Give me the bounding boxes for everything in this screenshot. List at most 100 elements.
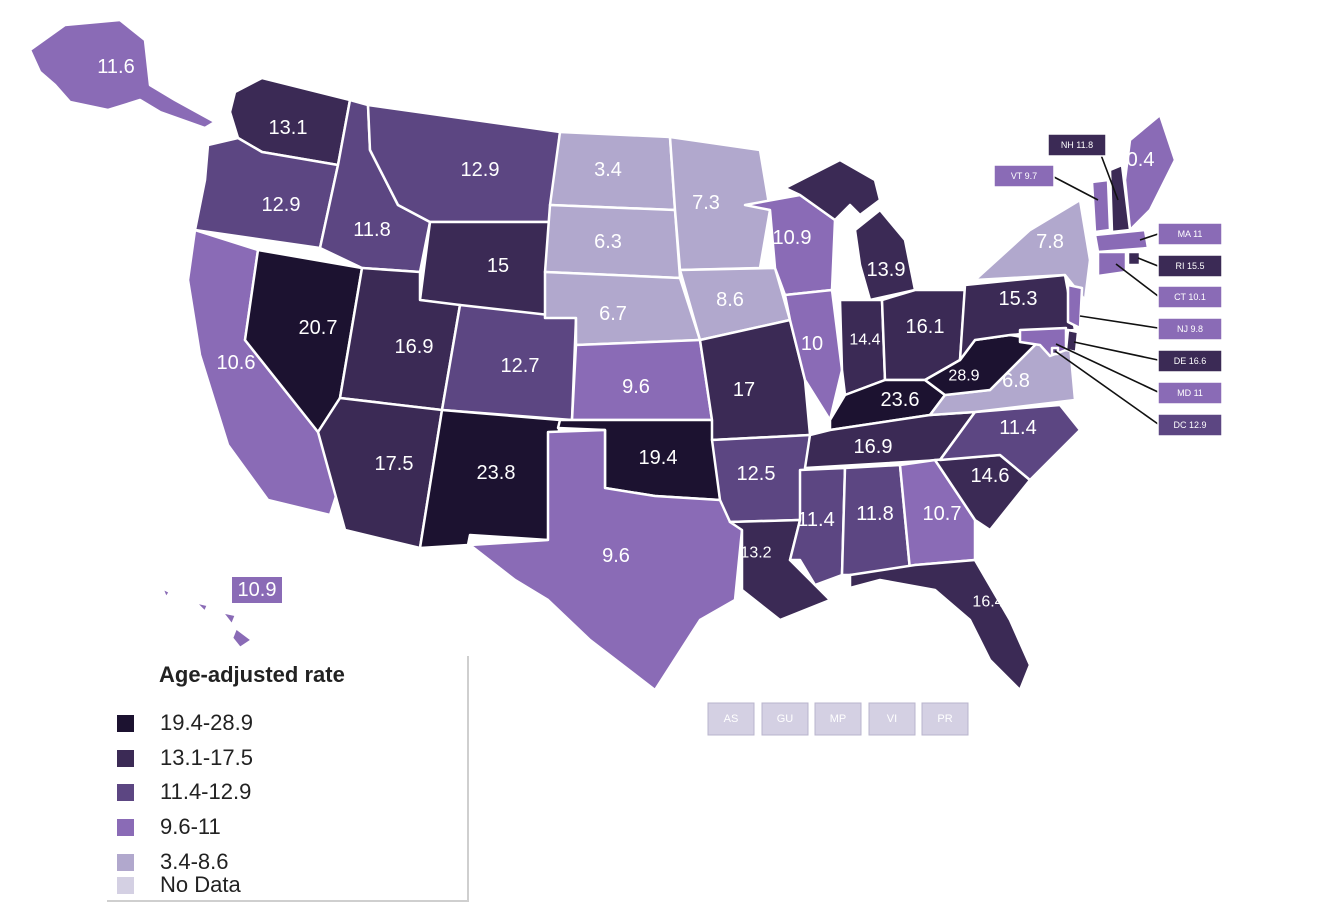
label-wa: 13.1 [269, 117, 308, 139]
label-ok: 19.4 [639, 447, 678, 469]
callout-ri-box [1157, 254, 1223, 278]
label-ks: 9.6 [622, 376, 650, 398]
callout-ct-box [1157, 285, 1223, 309]
label-ak: 11.6 [97, 56, 134, 78]
state-ny[interactable] [973, 198, 1092, 302]
legend-swatch-5 [117, 853, 134, 871]
callout-ri[interactable]: RI 15.5 [1157, 254, 1223, 278]
territory-mp-box [814, 702, 862, 736]
label-ia: 8.6 [716, 289, 744, 311]
territory-gu-label: GU [777, 713, 794, 725]
state-ma[interactable] [1093, 228, 1150, 254]
callout-nh[interactable]: NH 11.8 [1047, 133, 1107, 157]
callout-nj[interactable]: NJ 9.8 [1157, 317, 1223, 341]
label-tx: 9.6 [602, 545, 630, 567]
callout-nh-text: NH 11.8 [1061, 140, 1093, 150]
state-ak[interactable] [28, 18, 217, 130]
label-mi: 13.9 [867, 259, 906, 281]
legend-item-4: 9.6-11 [117, 812, 221, 842]
callout-line-nj [1079, 315, 1159, 329]
callout-dc-box [1157, 413, 1223, 437]
legend-label-1: 19.4-28.9 [160, 710, 253, 735]
state-vt[interactable] [1090, 178, 1112, 234]
legend-swatch-2 [117, 749, 134, 767]
label-sd: 6.3 [594, 231, 622, 253]
legend-title: Age-adjusted rate [159, 662, 345, 687]
state-nh[interactable] [1108, 163, 1132, 234]
callout-line-vt [1053, 176, 1099, 201]
label-ne: 6.7 [599, 303, 627, 325]
legend-item-1: 19.4-28.9 [117, 708, 253, 738]
legend-label-4: 9.6-11 [160, 814, 221, 839]
label-az: 17.5 [375, 453, 414, 475]
label-va: 6.8 [1002, 370, 1030, 392]
state-fl[interactable] [848, 558, 1032, 692]
territory-as[interactable]: AS [707, 702, 755, 736]
state-me[interactable] [1123, 113, 1177, 232]
legend-label-2: 13.1-17.5 [160, 745, 253, 770]
label-ga: 10.7 [923, 503, 962, 525]
label-me: 10.4 [1116, 149, 1155, 171]
callout-line-de [1073, 341, 1159, 361]
hawaii-label-group: 10.9 [232, 577, 282, 603]
callout-de[interactable]: DE 16.6 [1157, 349, 1223, 373]
state-az[interactable] [316, 396, 444, 550]
state-tx[interactable] [468, 428, 744, 692]
callout-ri-text: RI 15.5 [1175, 261, 1204, 271]
state-ri[interactable] [1126, 250, 1142, 267]
callout-dc[interactable]: DC 12.9 [1157, 413, 1223, 437]
legend-swatch-4 [117, 818, 134, 836]
label-nc: 11.4 [999, 417, 1036, 439]
territory-as-label: AS [724, 713, 739, 725]
territory-vi[interactable]: VI [868, 702, 916, 736]
callout-line-dc [1054, 350, 1159, 425]
territory-gu-box [761, 702, 809, 736]
label-il: 10 [801, 333, 823, 355]
label-oh: 16.1 [906, 316, 945, 338]
territory-gu[interactable]: GU [761, 702, 809, 736]
label-mo: 17 [733, 379, 755, 401]
callout-vt[interactable]: VT 9.7 [993, 164, 1055, 188]
callout-de-text: DE 16.6 [1174, 356, 1207, 366]
territory-mp-label: MP [830, 713, 847, 725]
callout-ma[interactable]: MA 11 [1157, 222, 1223, 246]
callout-nh-box [1047, 133, 1107, 157]
state-nj[interactable] [1066, 283, 1084, 330]
legend-item-2: 13.1-17.5 [117, 743, 253, 773]
callout-nj-box [1157, 317, 1223, 341]
callout-de-box [1157, 349, 1223, 373]
label-id: 11.8 [353, 219, 390, 241]
legend-swatch-1 [117, 714, 134, 732]
legend-label-5: 3.4-8.6 [160, 849, 229, 874]
hawaii-label-box [232, 577, 282, 603]
legend: Age-adjusted rate 19.4-28.9 13.1-17.5 11… [107, 656, 469, 902]
label-ms: 11.4 [797, 509, 834, 531]
state-ct[interactable] [1096, 250, 1128, 278]
label-hi: 10.9 [238, 579, 277, 601]
callout-line-md [1055, 343, 1159, 393]
callout-ma-box [1157, 222, 1223, 246]
state-shapes [28, 18, 1177, 692]
callout-line-ma [1139, 233, 1159, 241]
legend-swatch-6 [117, 876, 134, 894]
label-ca: 10.6 [217, 352, 256, 374]
legend-item-5: 3.4-8.6 [117, 847, 229, 877]
label-al: 11.8 [856, 503, 893, 525]
legend-item-6: No Data [117, 870, 241, 900]
legend-label-3: 11.4-12.9 [160, 779, 252, 804]
label-ny: 7.8 [1036, 231, 1064, 253]
callout-md[interactable]: MD 11 [1157, 381, 1223, 405]
label-in: 14.4 [849, 332, 880, 349]
territory-mp[interactable]: MP [814, 702, 862, 736]
state-hi[interactable] [160, 586, 254, 650]
territory-pr[interactable]: PR [921, 702, 969, 736]
callout-nj-text: NJ 9.8 [1177, 324, 1203, 334]
callout-line-ct [1115, 263, 1159, 297]
label-wi: 10.9 [773, 227, 812, 249]
callout-ct[interactable]: CT 10.1 [1157, 285, 1223, 309]
label-fl: 16.4 [972, 594, 1003, 611]
label-mn: 7.3 [692, 192, 720, 214]
legend-label-6: No Data [160, 872, 241, 897]
territory-vi-label: VI [887, 713, 897, 725]
